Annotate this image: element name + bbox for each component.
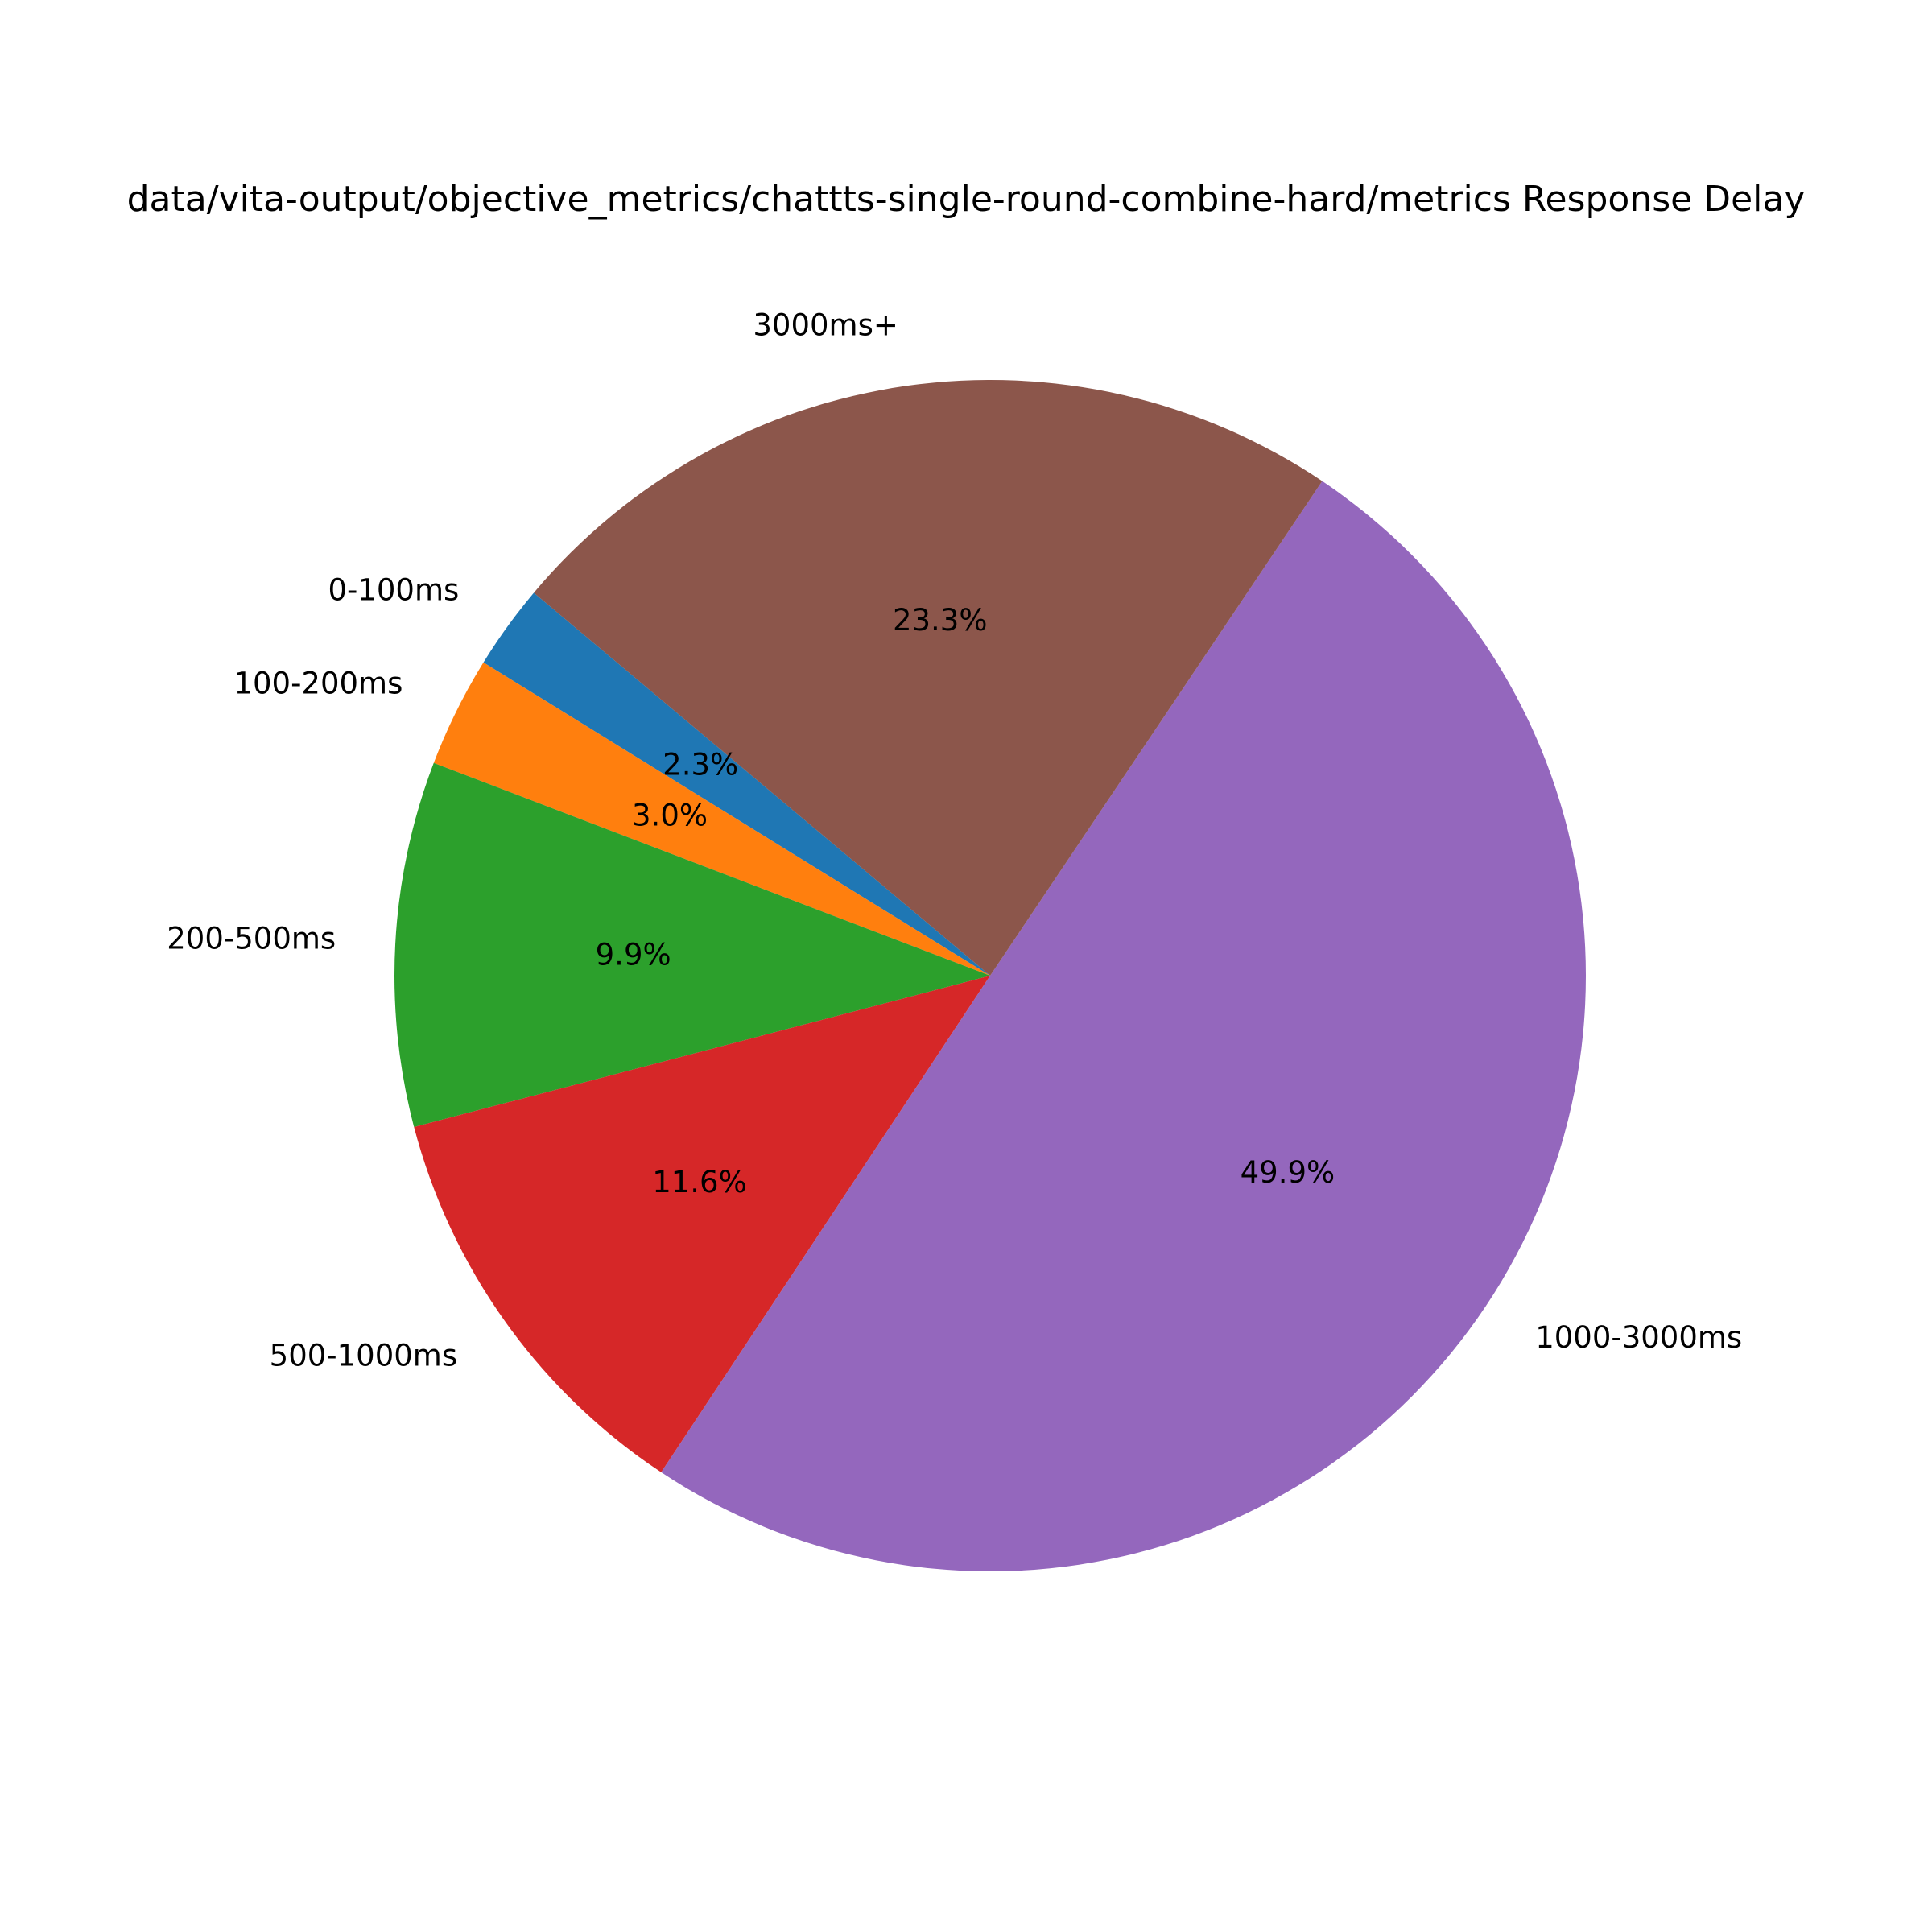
pie-slice-1000-3000ms [661, 481, 1586, 1571]
pie-slice-500-1000ms [414, 976, 990, 1472]
slice-label-1000-3000ms: 1000-3000ms [1535, 1320, 1742, 1355]
pct-label-200-500ms: 9.9% [596, 937, 671, 972]
pct-label-0-100ms: 2.3% [663, 747, 738, 782]
pct-label-500-1000ms: 11.6% [652, 1165, 747, 1199]
pct-label-100-200ms: 3.0% [632, 799, 708, 833]
pie-slices [394, 380, 1586, 1571]
slice-label-0-100ms: 0-100ms [328, 573, 459, 608]
slice-label-3000ms: 3000ms+ [753, 308, 898, 343]
pct-label-1000-3000ms: 49.9% [1241, 1155, 1335, 1190]
pie-labels: 0-100ms 2.3% 100-200ms 3.0% 200-500ms 9.9% 500… [167, 308, 1742, 1373]
pie-slice-3000ms [534, 380, 1323, 976]
slice-label-100-200ms: 100-200ms [233, 667, 402, 701]
slice-label-200-500ms: 200-500ms [167, 921, 336, 956]
chart-title: data/vita-output/objective_metrics/chatt… [127, 179, 1806, 220]
slice-label-500-1000ms: 500-1000ms [270, 1338, 457, 1373]
pct-label-3000ms: 23.3% [893, 603, 988, 638]
pie-slice-0-100ms [483, 592, 990, 976]
pie-slice-200-500ms [394, 762, 990, 1128]
pie-slice-100-200ms [433, 662, 990, 976]
